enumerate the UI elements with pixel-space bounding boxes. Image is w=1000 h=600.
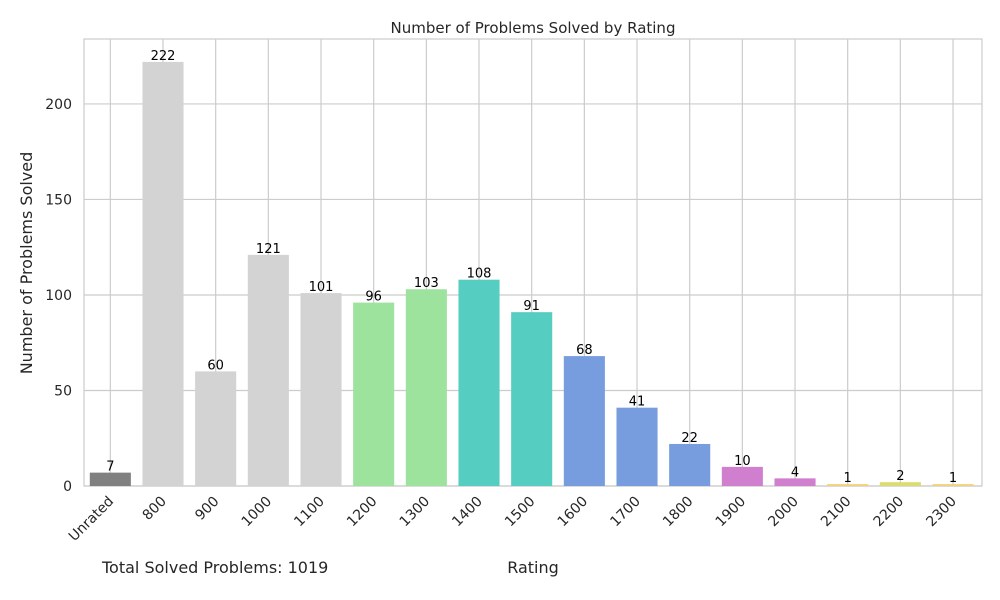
- y-tick-label: 150: [45, 192, 72, 208]
- bar: [89, 472, 131, 486]
- x-tick-label: 1100: [291, 494, 328, 531]
- bar: [300, 293, 342, 486]
- x-axis-ticks: Unrated 800 900 1000 1100 1200 1300 1400 1500 160…: [66, 494, 960, 545]
- x-tick-label: 2200: [871, 494, 908, 531]
- bar: [932, 484, 974, 486]
- bar: [563, 356, 605, 486]
- x-tick-label: 800: [140, 494, 170, 524]
- bar-value-label: 121: [256, 242, 281, 257]
- x-axis-label: Rating: [507, 558, 559, 577]
- bar-value-label: 2: [896, 469, 904, 484]
- x-tick-label: 2300: [923, 494, 960, 531]
- bar: [353, 302, 395, 486]
- x-tick-label: 1000: [239, 494, 276, 531]
- bar-value-label: 68: [576, 343, 593, 358]
- x-tick-label: 1400: [449, 494, 486, 531]
- bar-value-label: 41: [629, 395, 646, 410]
- bar: [142, 61, 184, 487]
- x-tick-label: 1900: [713, 494, 750, 531]
- bar-value-label: 108: [467, 267, 492, 282]
- bar: [616, 407, 658, 486]
- bar: [195, 371, 237, 486]
- bar: [458, 279, 500, 486]
- bar-value-label: 60: [207, 358, 224, 373]
- x-tick-label: 2100: [818, 494, 855, 531]
- bar: [247, 254, 289, 486]
- y-tick-label: 100: [45, 288, 72, 304]
- y-axis-label: Number of Problems Solved: [17, 152, 36, 375]
- x-tick-label: 1600: [555, 494, 592, 531]
- x-tick-label: 1500: [502, 494, 539, 531]
- bar: [721, 466, 763, 486]
- y-tick-label: 200: [45, 97, 72, 113]
- bar-value-label: 96: [365, 290, 382, 305]
- bar-value-label: 103: [414, 276, 439, 291]
- bar-value-label: 22: [681, 431, 698, 446]
- bar: [405, 289, 447, 486]
- x-tick-label: 1700: [607, 494, 644, 531]
- x-tick-label: 1200: [344, 494, 381, 531]
- bars: [89, 61, 974, 487]
- bar-value-label: 1: [949, 471, 957, 486]
- bar-value-label: 101: [309, 280, 334, 295]
- bar: [827, 484, 869, 486]
- bar: [511, 312, 553, 486]
- y-tick-label: 50: [54, 383, 72, 399]
- chart-title: Number of Problems Solved by Rating: [391, 19, 676, 37]
- y-tick-label: 0: [63, 479, 72, 495]
- bar-value-label: 10: [734, 454, 751, 469]
- x-tick-label: 900: [192, 494, 222, 524]
- x-tick-label: 1800: [660, 494, 697, 531]
- bar: [879, 482, 921, 486]
- y-axis-ticks: 0 50 100 150 200: [45, 97, 72, 495]
- x-tick-label: 2000: [765, 494, 802, 531]
- bar: [669, 443, 711, 486]
- bar-value-label: 7: [106, 460, 114, 475]
- bar: [774, 478, 816, 486]
- bar-value-label: 1: [844, 471, 852, 486]
- bar-value-label: 91: [523, 299, 540, 314]
- total-solved-note: Total Solved Problems: 1019: [102, 558, 329, 577]
- x-tick-label: Unrated: [66, 494, 117, 545]
- x-tick-label: 1300: [397, 494, 434, 531]
- bar-value-label: 4: [791, 465, 799, 480]
- bar-value-label: 222: [151, 49, 176, 64]
